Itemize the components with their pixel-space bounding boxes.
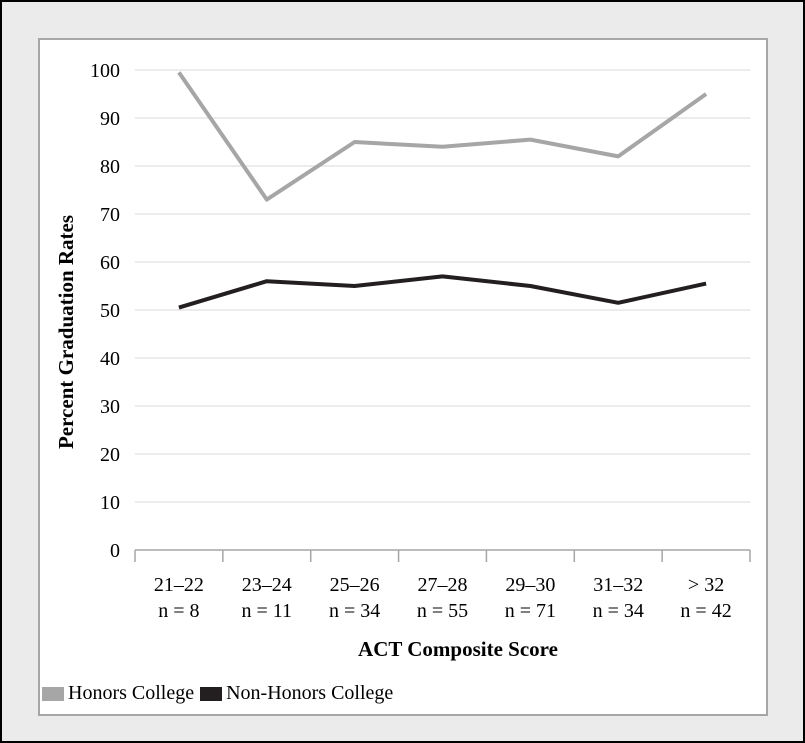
x-axis-title: ACT Composite Score xyxy=(358,637,558,661)
x-tick-label: > 32 xyxy=(688,574,724,596)
y-tick-label: 60 xyxy=(100,252,120,274)
series-line-non-honors-college xyxy=(178,274,707,310)
y-axis-title: Percent Graduation Rates xyxy=(54,215,78,449)
y-tick-label: 40 xyxy=(100,348,120,370)
y-tick-label: 90 xyxy=(100,108,120,130)
x-tick-label: 27–28 xyxy=(418,574,468,596)
x-tick-sample-size: n = 71 xyxy=(505,600,556,622)
legend-swatch-honors xyxy=(42,686,64,701)
x-tick-sample-size: n = 11 xyxy=(242,600,293,622)
x-tick-sample-size: n = 34 xyxy=(329,600,380,622)
x-tick-sample-size: n = 42 xyxy=(680,600,731,622)
x-tick-sample-size: n = 55 xyxy=(417,600,468,622)
line-chart: 0 10 20 30 40 50 60 70 80 90 100 21–22 n = 8 23–24 n =… xyxy=(54,60,751,661)
x-tick-sample-size: n = 34 xyxy=(593,600,644,622)
y-tick-label: 0 xyxy=(110,540,120,562)
legend-label-honors: Honors College xyxy=(68,682,195,704)
x-tick-label: 29–30 xyxy=(505,574,555,596)
y-tick-label: 20 xyxy=(100,444,120,466)
x-tick-sample-size: n = 8 xyxy=(158,600,199,622)
y-tick-label: 80 xyxy=(100,156,120,178)
x-tick-label: 25–26 xyxy=(330,574,380,596)
y-tick-label: 10 xyxy=(100,492,120,514)
legend-item-non-honors: Non-Honors College xyxy=(200,682,393,705)
legend-swatch-non-honors xyxy=(200,686,223,701)
y-tick-label: 50 xyxy=(100,300,120,322)
y-tick-label: 100 xyxy=(90,60,120,82)
series-line-honors-college xyxy=(177,71,708,202)
x-tick-label: 21–22 xyxy=(154,574,204,596)
legend: Honors College Non-Honors College xyxy=(42,682,399,705)
x-tick-label: 23–24 xyxy=(242,574,292,596)
chart-panel: 0 10 20 30 40 50 60 70 80 90 100 21–22 n = 8 23–24 n =… xyxy=(38,38,768,716)
y-tick-label: 70 xyxy=(100,204,120,226)
x-tick-label: 31–32 xyxy=(593,574,643,596)
legend-label-non-honors: Non-Honors College xyxy=(226,682,394,704)
y-tick-label: 30 xyxy=(100,396,120,418)
legend-item-honors: Honors College xyxy=(42,682,194,705)
